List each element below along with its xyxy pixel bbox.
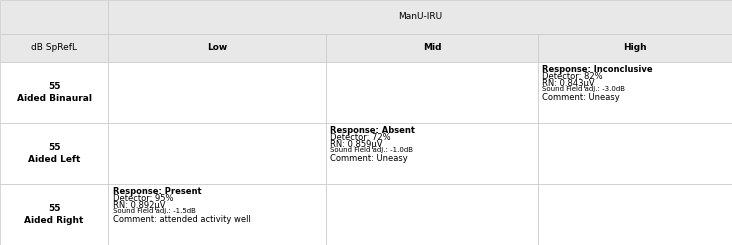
- Bar: [108, 184, 326, 245]
- Text: Sound Field adj.: -1.5dB: Sound Field adj.: -1.5dB: [113, 208, 195, 214]
- Bar: [326, 184, 538, 245]
- Bar: [538, 34, 732, 62]
- Bar: [326, 34, 538, 62]
- Text: Sound Field adj.: -3.0dB: Sound Field adj.: -3.0dB: [542, 86, 625, 92]
- Text: Low: Low: [207, 43, 227, 52]
- Text: RN: 0.843μV: RN: 0.843μV: [542, 79, 595, 88]
- Text: Comment: Uneasy: Comment: Uneasy: [542, 93, 620, 102]
- Bar: [108, 123, 326, 184]
- Bar: [538, 184, 732, 245]
- Text: Response: Present: Response: Present: [113, 187, 201, 196]
- Text: RN: 0.892μV: RN: 0.892μV: [113, 201, 165, 210]
- Bar: [0, 123, 108, 184]
- Bar: [326, 123, 538, 184]
- Bar: [0, 62, 108, 123]
- Bar: [108, 34, 326, 62]
- Text: Comment: attended activity well: Comment: attended activity well: [113, 215, 250, 224]
- Text: 55
Aided Binaural: 55 Aided Binaural: [17, 82, 92, 103]
- Text: Sound Field adj.: -1.0dB: Sound Field adj.: -1.0dB: [330, 147, 413, 153]
- Text: 55
Aided Left: 55 Aided Left: [28, 143, 81, 164]
- Bar: [108, 0, 732, 34]
- Text: Comment: Uneasy: Comment: Uneasy: [330, 154, 408, 163]
- Bar: [0, 0, 108, 34]
- Text: Detector: 95%: Detector: 95%: [113, 194, 173, 203]
- Text: Detector: 72%: Detector: 72%: [330, 133, 391, 142]
- Text: RN: 0.859μV: RN: 0.859μV: [330, 140, 383, 149]
- Bar: [538, 62, 732, 123]
- Bar: [108, 62, 326, 123]
- Bar: [538, 123, 732, 184]
- Text: 55
Aided Right: 55 Aided Right: [24, 204, 84, 225]
- Text: Response: Inconclusive: Response: Inconclusive: [542, 65, 653, 74]
- Text: dB SpRefL: dB SpRefL: [31, 43, 77, 52]
- Text: Detector: 82%: Detector: 82%: [542, 72, 603, 81]
- Bar: [0, 34, 108, 62]
- Bar: [0, 184, 108, 245]
- Text: High: High: [623, 43, 647, 52]
- Bar: [326, 62, 538, 123]
- Text: ManU-IRU: ManU-IRU: [398, 12, 442, 21]
- Text: Mid: Mid: [422, 43, 441, 52]
- Text: Response: Absent: Response: Absent: [330, 126, 415, 135]
